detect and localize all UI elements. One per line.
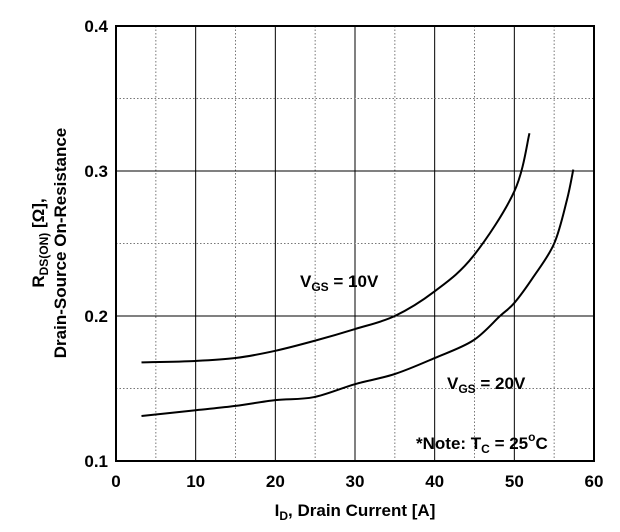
x-tick-label: 30	[346, 472, 365, 491]
series-label-vgs20: VGS = 20V	[447, 374, 526, 396]
y-axis-label-line1: RDS(ON) [Ω],	[29, 198, 51, 287]
x-tick-label: 20	[266, 472, 285, 491]
y-axis-label-line2: Drain-Source On-Resistance	[51, 128, 70, 359]
y-tick-label: 0.2	[84, 307, 108, 326]
x-axis-label: ID, Drain Current [A]	[275, 501, 436, 523]
plot-frame	[115, 25, 595, 462]
x-tick-label: 40	[425, 472, 444, 491]
x-tick-label: 60	[585, 472, 604, 491]
series-label-vgs10: VGS = 10V	[300, 272, 379, 294]
tick-labels: 0 10 20 30 40 50 60 0.1 0.2 0.3 0.4	[84, 17, 603, 491]
x-tick-label: 10	[186, 472, 205, 491]
x-tick-label: 50	[505, 472, 524, 491]
series-line-vgs-20v	[141, 169, 575, 418]
x-tick-label: 0	[111, 472, 120, 491]
series-lines	[141, 133, 575, 418]
series-line-vgs-10v	[141, 133, 531, 364]
grid	[116, 26, 594, 461]
note-annotation: *Note: TC = 25oC	[416, 430, 548, 456]
y-tick-label: 0.1	[84, 452, 108, 471]
y-tick-label: 0.4	[84, 17, 108, 36]
y-tick-label: 0.3	[84, 162, 108, 181]
